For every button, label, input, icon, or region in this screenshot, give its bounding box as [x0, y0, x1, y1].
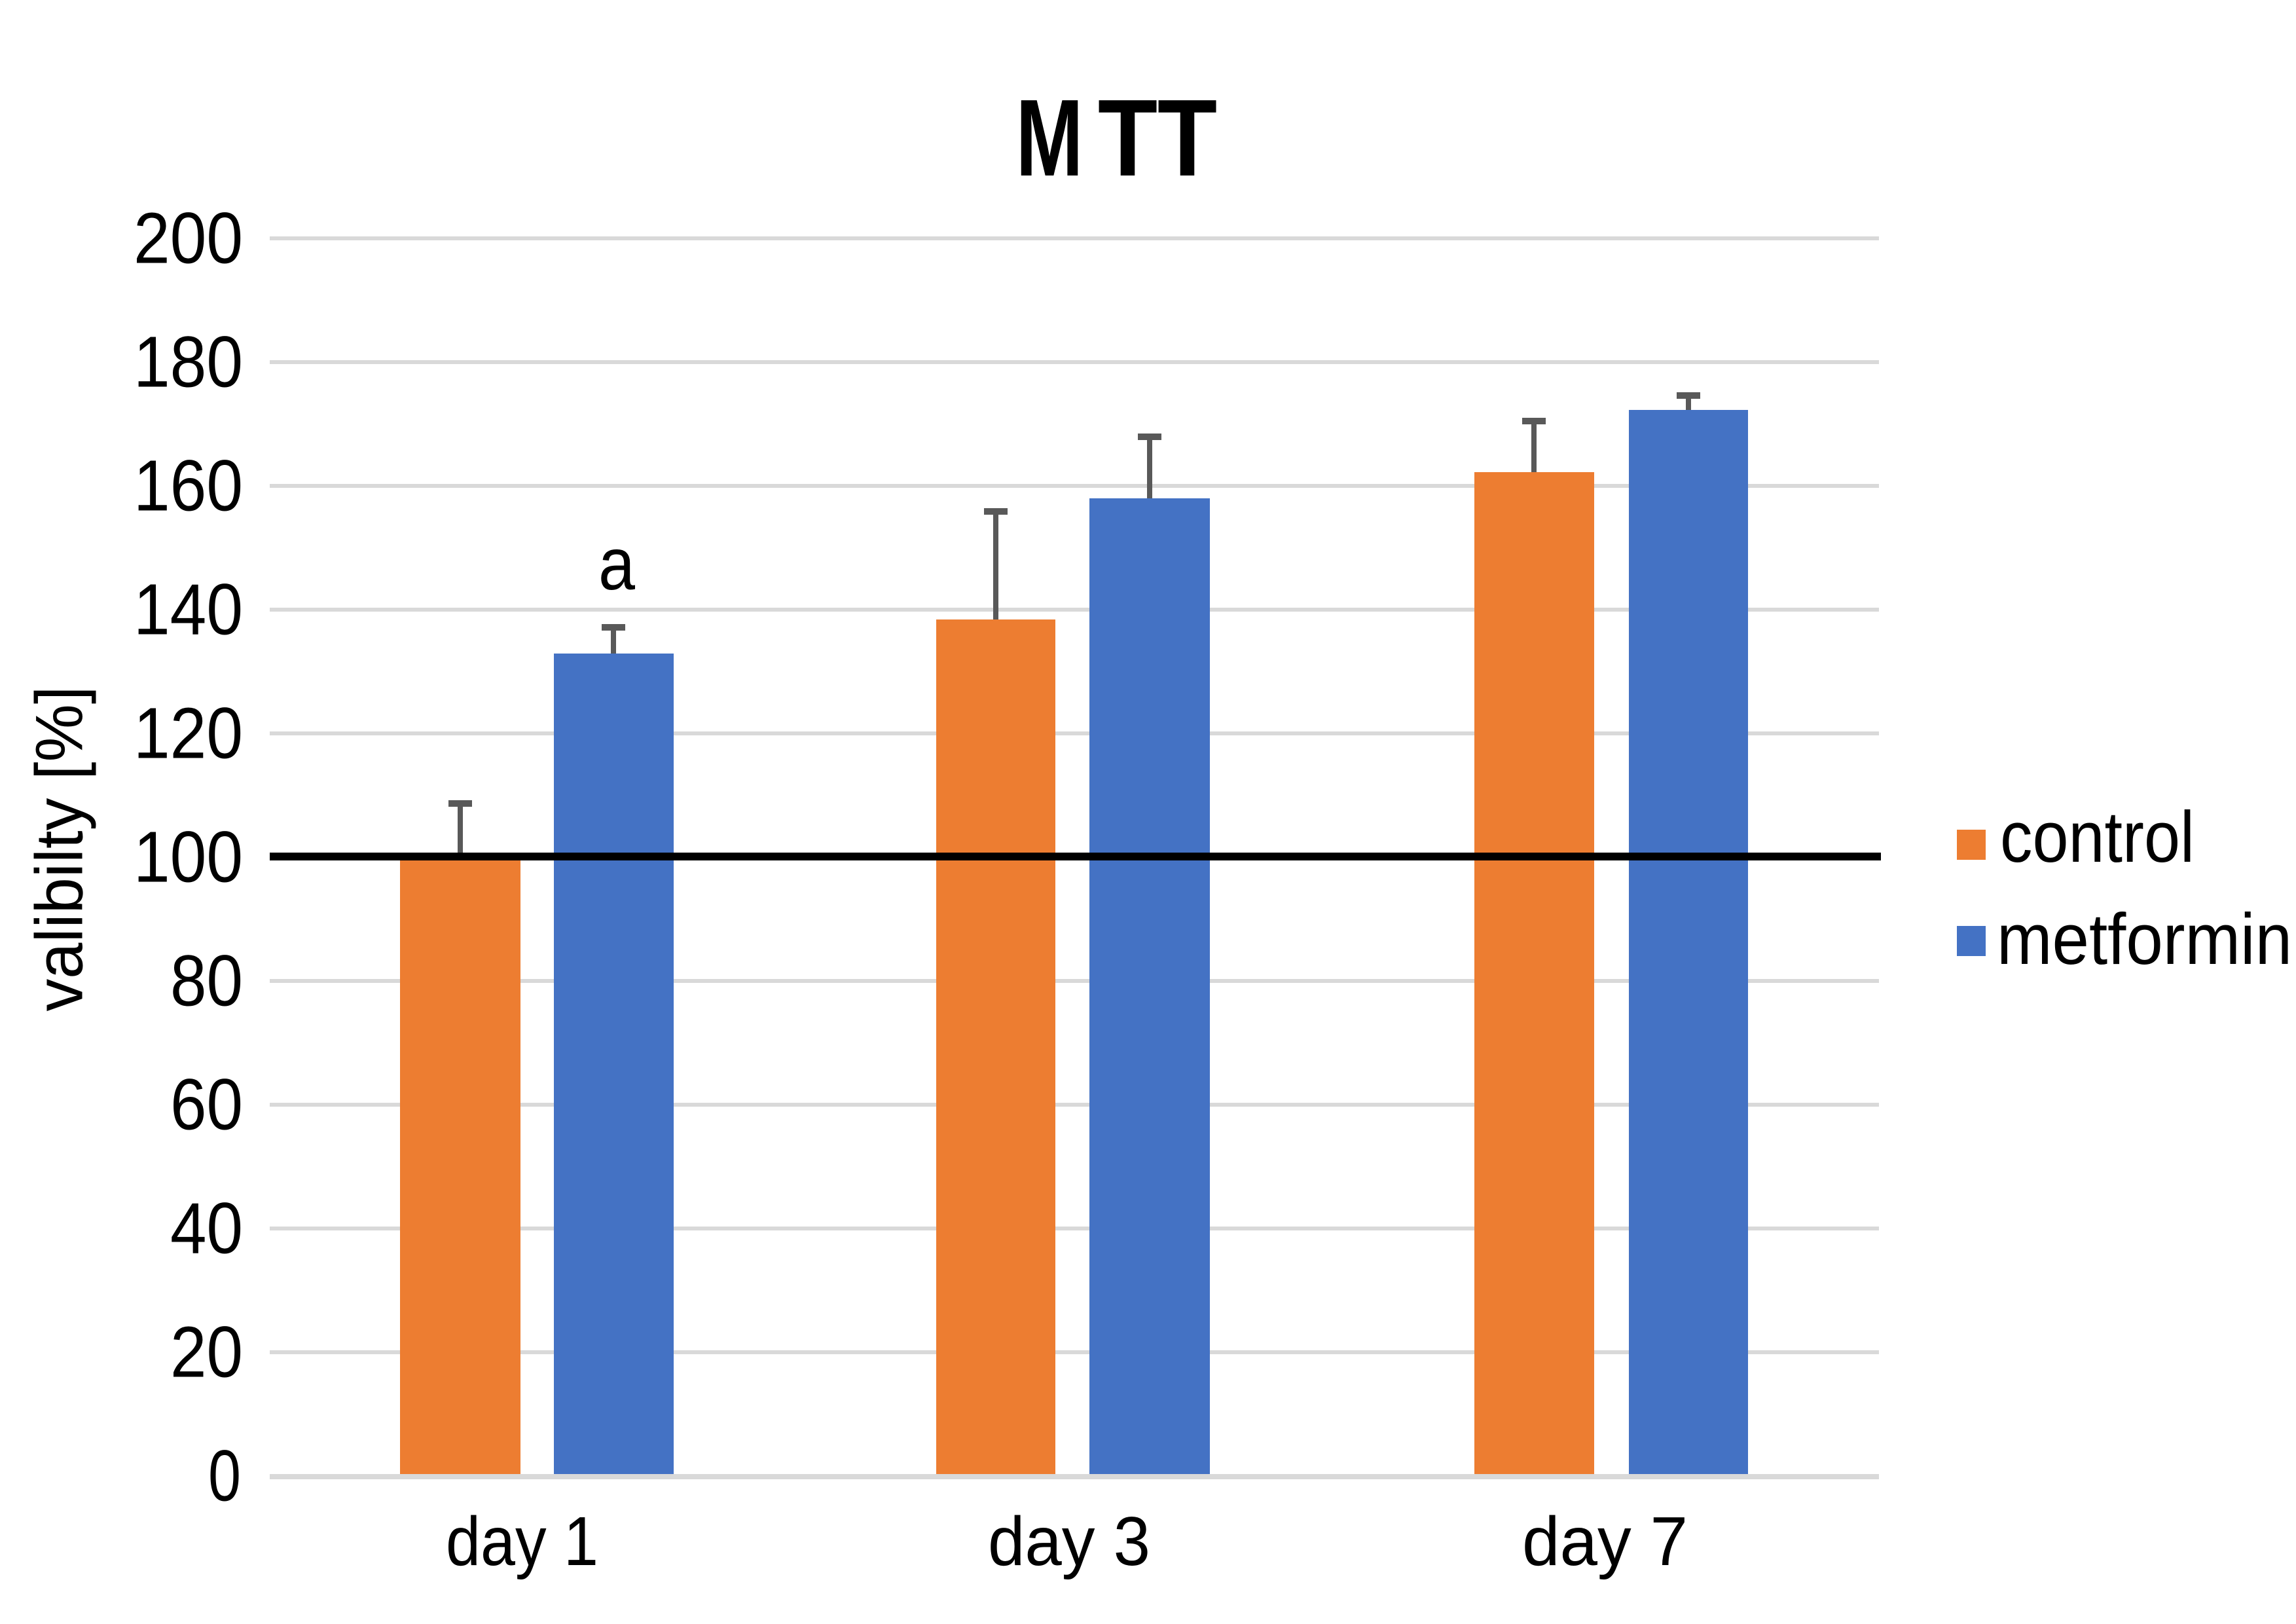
svg-text:60: 60 [170, 1065, 243, 1145]
svg-text:160: 160 [134, 446, 243, 526]
svg-text:20: 20 [170, 1312, 243, 1393]
svg-text:T: T [1157, 77, 1217, 199]
svg-text:0: 0 [208, 1436, 241, 1517]
svg-text:T: T [1098, 77, 1157, 199]
svg-text:a: a [598, 523, 635, 605]
svg-text:40: 40 [170, 1189, 243, 1269]
svg-text:140: 140 [134, 570, 243, 650]
svg-text:day 7: day 7 [1522, 1503, 1688, 1580]
svg-text:100: 100 [134, 817, 243, 898]
svg-text:80: 80 [170, 941, 243, 1022]
svg-text:180: 180 [134, 322, 243, 403]
svg-text:day 3: day 3 [988, 1503, 1150, 1580]
svg-text:day 1: day 1 [446, 1503, 598, 1580]
svg-text:control: control [2000, 797, 2195, 877]
svg-text:120: 120 [134, 693, 243, 774]
svg-text:M: M [1016, 77, 1084, 199]
svg-text:valibilty [%]: valibilty [%] [22, 686, 97, 1012]
svg-text:200: 200 [134, 198, 243, 279]
svg-text:metformin: metformin [1997, 899, 2292, 980]
